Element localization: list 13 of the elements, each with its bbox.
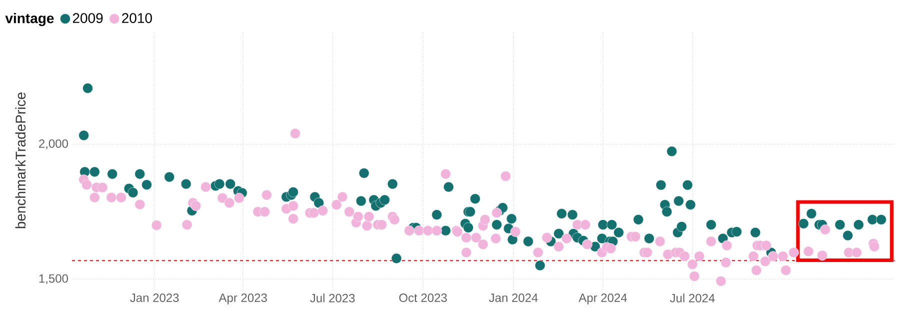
x-tick-label: Jul 2024 bbox=[670, 294, 715, 302]
legend-label: 2010 bbox=[122, 13, 152, 24]
x-tick-label: Jan 2024 bbox=[488, 294, 538, 302]
y-tick-label: 1,500 bbox=[39, 274, 68, 284]
x-tick-label: Oct 2023 bbox=[399, 294, 447, 302]
legend-label: 2009 bbox=[72, 13, 103, 24]
x-tick-label: Apr 2024 bbox=[578, 294, 627, 304]
x-tick-label: Jan 2023 bbox=[130, 294, 179, 302]
x-tick-label: Apr 2023 bbox=[218, 294, 267, 304]
y-axis-title: benchmarkTradePrice bbox=[15, 92, 26, 228]
x-tick-label: Jul 2023 bbox=[310, 294, 355, 302]
legend-title: vintage bbox=[5, 12, 54, 26]
y-tick-label: 2,000 bbox=[39, 139, 68, 150]
